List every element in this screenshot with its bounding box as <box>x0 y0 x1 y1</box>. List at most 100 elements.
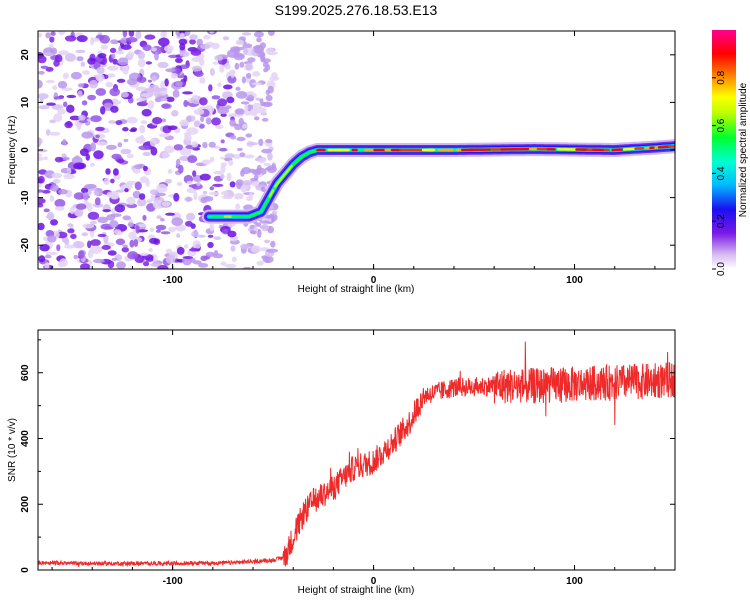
noise-blob <box>211 117 222 126</box>
noise-blob <box>149 237 159 244</box>
noise-blob <box>236 181 243 190</box>
noise-blob <box>53 113 63 122</box>
noise-blob <box>38 153 43 157</box>
noise-blob <box>111 53 116 59</box>
noise-blob <box>149 227 155 233</box>
noise-blob <box>97 233 107 238</box>
noise-blob <box>38 32 43 38</box>
noise-blob <box>95 126 105 132</box>
noise-blob <box>182 91 193 95</box>
noise-blob <box>73 192 85 200</box>
noise-blob <box>43 208 50 213</box>
noise-blob <box>264 239 271 244</box>
noise-blob <box>158 133 170 138</box>
noise-blob <box>81 131 94 139</box>
spectrogram-noise-blobs <box>38 31 280 269</box>
noise-blob <box>193 120 201 128</box>
noise-blob <box>77 90 83 98</box>
noise-blob <box>147 100 155 110</box>
noise-blob <box>220 261 227 266</box>
noise-blob <box>211 42 220 50</box>
noise-blob <box>200 116 205 122</box>
noise-blob <box>155 192 166 197</box>
x-tick-label: -100 <box>163 576 183 587</box>
noise-blob <box>128 31 135 37</box>
noise-blob <box>246 94 255 102</box>
noise-blob <box>142 214 147 221</box>
noise-blob <box>259 98 264 104</box>
noise-blob <box>242 180 253 186</box>
snr-y-label: SNR (10 * v/v) <box>7 418 18 482</box>
noise-blob <box>209 31 215 34</box>
noise-blob <box>271 210 278 215</box>
noise-blob <box>179 43 186 51</box>
noise-blob <box>90 245 103 254</box>
noise-blob <box>235 39 244 45</box>
noise-blob <box>93 190 100 196</box>
noise-blob <box>166 96 175 103</box>
noise-blob <box>242 266 253 269</box>
noise-blob <box>188 184 198 188</box>
noise-blob <box>90 37 95 46</box>
noise-blob <box>39 244 50 252</box>
noise-blob <box>38 197 46 204</box>
noise-blob <box>160 217 165 222</box>
snr-axes: -100 0 100 0 200 400 600 <box>20 330 675 587</box>
noise-blob <box>57 108 66 115</box>
noise-blob <box>179 32 185 40</box>
noise-blob <box>38 93 49 100</box>
noise-blob <box>259 52 266 61</box>
noise-blob <box>50 184 59 192</box>
noise-blob <box>50 219 58 226</box>
noise-blob <box>133 239 139 247</box>
noise-blob <box>164 78 169 87</box>
noise-blob <box>173 144 184 151</box>
noise-blob <box>45 79 55 84</box>
noise-blob <box>127 51 135 58</box>
noise-blob <box>246 196 252 201</box>
noise-blob <box>175 80 183 87</box>
noise-blob <box>58 31 66 36</box>
noise-blob <box>221 191 229 196</box>
noise-blob <box>161 103 171 109</box>
noise-blob <box>38 105 50 110</box>
noise-blob <box>81 187 89 194</box>
noise-blob <box>139 252 149 256</box>
noise-blob <box>151 47 157 52</box>
noise-blob <box>240 185 248 193</box>
y-tick-label: 200 <box>20 495 31 512</box>
colorbar-tick-label: 0.2 <box>716 214 727 228</box>
noise-blob <box>154 97 162 103</box>
snr-frame <box>37 329 676 571</box>
noise-blob <box>236 147 243 152</box>
colorbar-ticks: 0.0 0.2 0.4 0.6 0.8 <box>712 70 727 276</box>
noise-blob <box>160 231 171 235</box>
spectrogram-x-label: Height of straight line (km) <box>298 284 415 295</box>
noise-blob <box>199 97 208 106</box>
noise-blob <box>137 58 146 68</box>
noise-blob <box>227 230 237 238</box>
noise-blob <box>165 68 176 73</box>
noise-blob <box>256 260 264 266</box>
noise-blob <box>217 106 230 115</box>
x-tick-label: -100 <box>163 275 183 286</box>
noise-blob <box>211 95 221 100</box>
y-tick-label: -10 <box>20 190 31 205</box>
noise-blob <box>227 75 237 84</box>
noise-blob <box>263 162 272 167</box>
noise-blob <box>265 139 273 144</box>
noise-blob <box>184 196 193 202</box>
noise-blob <box>38 202 44 208</box>
noise-blob <box>38 189 45 193</box>
x-tick-label: 100 <box>566 275 583 286</box>
y-tick-label: 20 <box>20 49 31 61</box>
noise-blob <box>126 116 138 124</box>
noise-blob <box>126 153 134 159</box>
noise-blob <box>243 154 255 159</box>
noise-blob <box>54 199 66 208</box>
noise-blob <box>223 84 233 90</box>
noise-blob <box>193 108 205 116</box>
noise-blob <box>160 31 168 38</box>
noise-blob <box>150 262 162 267</box>
